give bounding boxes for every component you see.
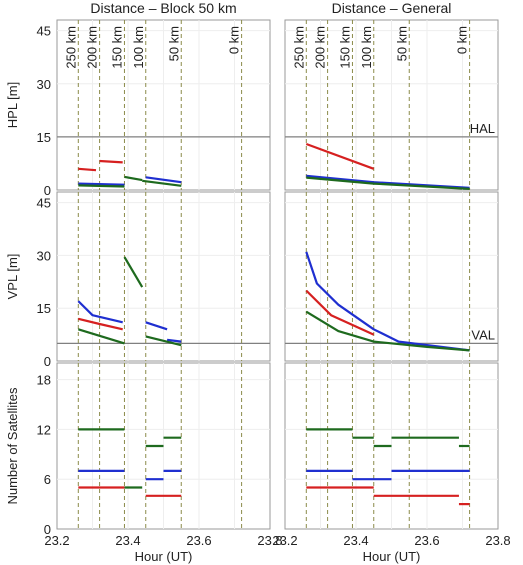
y-tick-label: 30	[37, 77, 51, 92]
distance-label: 100 km	[359, 26, 374, 69]
series-green-segment	[142, 179, 182, 187]
series-blue-segment	[166, 338, 182, 343]
series-blue-segment	[306, 174, 470, 189]
y-axis-label: VPL [m]	[5, 254, 20, 300]
series-blue-segment	[305, 251, 470, 352]
distance-label: 0 km	[455, 26, 470, 54]
series-red-segment	[305, 142, 375, 170]
distance-label: 100 km	[131, 26, 146, 69]
distance-label: 200 km	[313, 26, 328, 69]
series-red-segment	[99, 159, 123, 164]
column-title: Distance – Block 50 km	[90, 0, 236, 16]
y-tick-label: 6	[44, 472, 51, 487]
x-tick-label: 23.2	[272, 533, 297, 548]
y-tick-label: 0	[44, 183, 51, 198]
series-green-segment	[305, 310, 470, 352]
series-red-segment	[305, 289, 375, 336]
x-tick-label: 23.4	[115, 533, 140, 548]
y-tick-label: 15	[37, 130, 51, 145]
series-green-segment	[123, 256, 144, 288]
x-tick-label: 23.8	[485, 533, 510, 548]
threshold-label: HAL	[470, 121, 495, 136]
threshold-label: VAL	[471, 327, 495, 342]
distance-label: 150 km	[109, 26, 124, 69]
distance-label: 250 km	[291, 26, 306, 69]
series-green-segment	[124, 175, 143, 182]
y-axis-label: Number of Satellites	[5, 387, 20, 505]
column-title: Distance – General	[332, 0, 452, 16]
y-tick-label: 0	[44, 354, 51, 369]
distance-label: 50 km	[394, 26, 409, 61]
y-tick-label: 15	[37, 301, 51, 316]
series-green-segment	[306, 176, 470, 190]
y-tick-label: 45	[37, 24, 51, 39]
x-tick-label: 23.6	[186, 533, 211, 548]
y-axis-label: HPL [m]	[5, 82, 20, 128]
x-axis-label: Hour (UT)	[363, 549, 421, 564]
x-tick-label: 23.2	[44, 533, 69, 548]
y-tick-label: 12	[37, 422, 51, 437]
distance-label: 0 km	[227, 26, 242, 54]
y-tick-label: 0	[44, 522, 51, 537]
distance-label: 50 km	[166, 26, 181, 61]
x-tick-label: 23.8	[257, 533, 282, 548]
y-tick-label: 18	[37, 373, 51, 388]
distance-label: 250 km	[63, 26, 78, 69]
y-tick-label: 45	[37, 196, 51, 211]
x-axis-label: Hour (UT)	[135, 549, 193, 564]
distance-label: 150 km	[337, 26, 352, 69]
series-blue-segment	[77, 300, 123, 324]
series-red-segment	[78, 317, 123, 331]
distance-label: 200 km	[85, 26, 100, 69]
x-tick-label: 23.6	[414, 533, 439, 548]
series-green-segment	[145, 335, 182, 347]
series-red-segment	[78, 167, 97, 172]
series-blue-segment	[145, 176, 182, 184]
series-green-segment	[77, 328, 125, 345]
series-blue-segment	[145, 321, 168, 331]
x-tick-label: 23.4	[343, 533, 368, 548]
series-blue-segment	[78, 182, 125, 186]
y-tick-label: 30	[37, 248, 51, 263]
series-green-segment	[78, 184, 125, 188]
